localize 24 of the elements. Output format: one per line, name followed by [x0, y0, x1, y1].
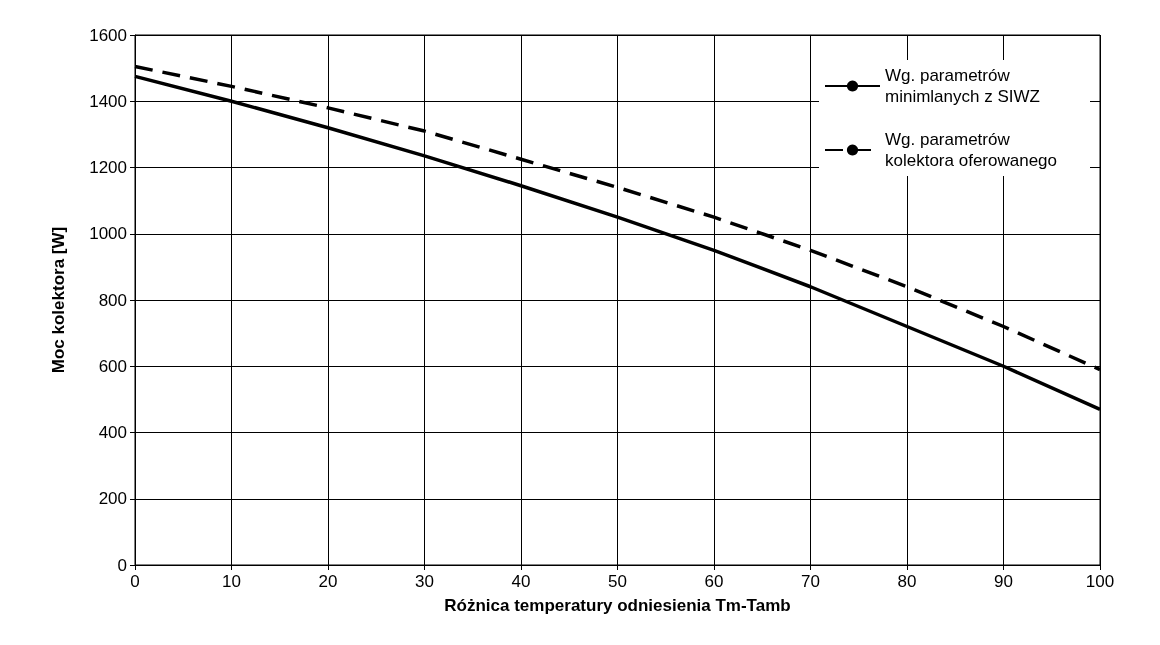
x-tick-label: 60: [704, 572, 724, 591]
y-tick-label: 1400: [89, 91, 127, 111]
x-tick-label: 100: [1085, 572, 1115, 591]
y-tick-label: 400: [98, 423, 127, 442]
y-tick-label: 800: [98, 290, 127, 310]
x-tick-label: 40: [511, 572, 531, 591]
x-tick-label: 50: [608, 572, 627, 591]
x-tick-label: 90: [994, 572, 1013, 591]
x-tick-label: 0: [130, 572, 140, 591]
x-tick-label: 20: [318, 572, 338, 591]
x-axis-title: Różnica temperatury odniesienia Tm-Tamb: [444, 596, 791, 615]
x-tick-label: 70: [801, 572, 820, 591]
y-tick-label: 600: [98, 356, 127, 376]
y-tick-label: 0: [117, 555, 127, 575]
x-tick-label: 10: [222, 572, 241, 591]
x-tick-label: 30: [415, 572, 434, 591]
y-tick-label: 1600: [89, 25, 127, 45]
x-tick-label: 80: [897, 572, 917, 591]
y-axis-title: Moc kolektora [W]: [49, 226, 68, 374]
y-tick-label: 1200: [89, 158, 127, 177]
y-tick-label: 200: [98, 489, 127, 509]
legend-label: Wg. parametrów minimlanych z SIWZ: [885, 66, 1040, 106]
y-tick-label: 1000: [89, 224, 127, 244]
legend-label: Wg. parametrów kolektora oferowanego: [885, 130, 1058, 170]
